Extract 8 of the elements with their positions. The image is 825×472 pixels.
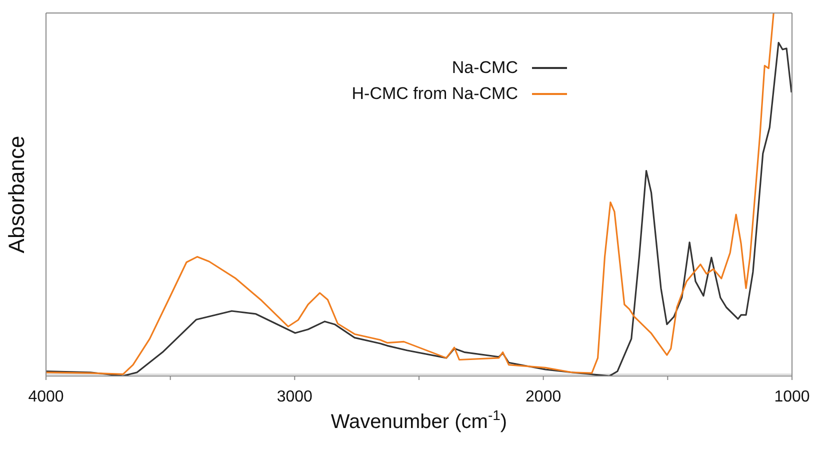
x-tick-label: 2000 <box>526 388 562 406</box>
x-tick-label: 1000 <box>774 388 810 406</box>
x-tick-label: 4000 <box>28 388 64 406</box>
x-axis-title: Wavenumber (cm$^{-1}$) <box>330 407 508 433</box>
y-axis-title: Absorbance <box>4 136 29 254</box>
legend-label: H-CMC from Na-CMC <box>352 84 518 104</box>
x-tick-label: 3000 <box>276 388 313 406</box>
legend-label: Na-CMC <box>452 58 518 78</box>
